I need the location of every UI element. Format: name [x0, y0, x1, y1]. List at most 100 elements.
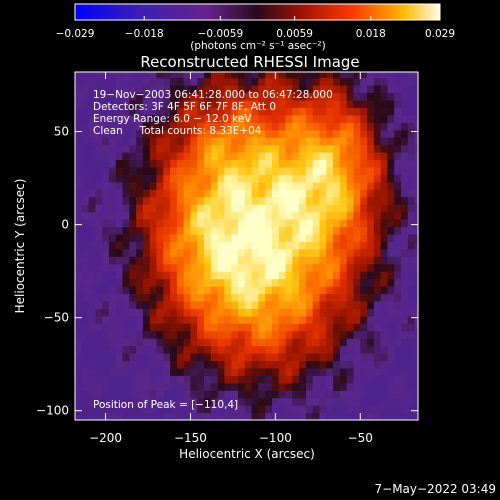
heatmap-cell	[75, 330, 83, 339]
heatmap-cell	[285, 263, 293, 272]
heatmap-cell	[271, 300, 280, 309]
heatmap-cell	[353, 397, 361, 406]
heatmap-cell	[414, 233, 418, 242]
heatmap-cell	[102, 137, 110, 146]
heatmap-cell	[278, 390, 287, 399]
heatmap-cell	[333, 189, 341, 198]
heatmap-cell	[333, 360, 341, 369]
heatmap-cell	[339, 137, 348, 146]
heatmap-cell	[339, 152, 348, 161]
heatmap-cell	[373, 137, 382, 146]
heatmap-cell	[190, 323, 198, 332]
heatmap-cell	[339, 226, 348, 235]
heatmap-cell	[183, 85, 192, 94]
heatmap-cell	[231, 144, 239, 153]
heatmap-cell	[339, 375, 348, 384]
heatmap-cell	[380, 174, 389, 183]
heatmap-cell	[285, 271, 293, 280]
heatmap-cell	[278, 211, 287, 220]
heatmap-cell	[265, 308, 273, 317]
heatmap-cell	[190, 353, 198, 362]
heatmap-cell	[265, 367, 273, 376]
heatmap-cell	[142, 330, 151, 339]
heatmap-cell	[305, 219, 314, 228]
heatmap-cell	[149, 241, 158, 250]
heatmap-cell	[244, 286, 253, 295]
heatmap-cell	[244, 256, 253, 265]
heatmap-cell	[326, 122, 334, 131]
heatmap-cell	[401, 233, 409, 242]
heatmap-cell	[292, 338, 300, 347]
heatmap-cell	[319, 122, 327, 131]
heatmap-cell	[102, 323, 110, 332]
heatmap-cell	[346, 256, 355, 265]
heatmap-cell	[115, 211, 124, 220]
heatmap-cell	[210, 412, 219, 420]
heatmap-cell	[204, 405, 212, 414]
heatmap-cell	[156, 181, 164, 190]
heatmap-cell	[95, 181, 103, 190]
heatmap-cell	[204, 129, 212, 138]
heatmap-cell	[319, 181, 327, 190]
heatmap-cell	[197, 412, 205, 420]
heatmap-cell	[129, 92, 137, 101]
heatmap-cell	[326, 189, 334, 198]
y-tick-label: 50	[54, 125, 69, 139]
heatmap-cell	[401, 397, 409, 406]
heatmap-cell	[244, 263, 253, 272]
heatmap-cell	[373, 219, 382, 228]
heatmap-cell	[224, 256, 232, 265]
heatmap-cell	[95, 323, 103, 332]
heatmap-cell	[360, 204, 368, 213]
heatmap-cell	[387, 196, 395, 205]
heatmap-cell	[299, 114, 307, 123]
heatmap-cell	[346, 293, 355, 302]
heatmap-cell	[108, 174, 117, 183]
heatmap-cell	[136, 196, 144, 205]
heatmap-cell	[108, 92, 117, 101]
heatmap-cell	[197, 219, 205, 228]
heatmap-cell	[224, 315, 232, 324]
heatmap-cell	[115, 248, 124, 257]
heatmap-cell	[122, 114, 130, 123]
heatmap-cell	[387, 293, 395, 302]
heatmap-cell	[333, 226, 341, 235]
heatmap-cell	[251, 233, 259, 242]
heatmap-cell	[407, 226, 416, 235]
heatmap-cell	[401, 72, 409, 79]
heatmap-cell	[204, 412, 212, 420]
heatmap-cell	[217, 233, 226, 242]
heatmap-cell	[156, 315, 164, 324]
heatmap-cell	[333, 353, 341, 362]
heatmap-cell	[88, 308, 96, 317]
heatmap-cell	[149, 72, 158, 79]
heatmap-cell	[319, 226, 327, 235]
heatmap-cell	[251, 338, 259, 347]
heatmap-cell	[217, 397, 226, 406]
heatmap-cell	[81, 382, 90, 391]
heatmap-cell	[142, 278, 151, 287]
heatmap-cell	[81, 92, 90, 101]
heatmap-cell	[156, 204, 164, 213]
heatmap-cell	[238, 405, 246, 414]
heatmap-cell	[197, 85, 205, 94]
heatmap-cell	[292, 248, 300, 257]
heatmap-cell	[122, 166, 130, 175]
heatmap-cell	[292, 189, 300, 198]
heatmap-cell	[231, 174, 239, 183]
heatmap-cell	[305, 122, 314, 131]
heatmap-cell	[183, 92, 192, 101]
heatmap-cell	[170, 159, 178, 168]
heatmap-cell	[271, 144, 280, 153]
heatmap-cell	[305, 85, 314, 94]
heatmap-cell	[265, 248, 273, 257]
heatmap-cell	[265, 338, 273, 347]
heatmap-cell	[414, 338, 418, 347]
heatmap-cell	[156, 144, 164, 153]
heatmap-cell	[299, 174, 307, 183]
heatmap-cell	[407, 412, 416, 420]
heatmap-cell	[367, 360, 375, 369]
heatmap-cell	[265, 144, 273, 153]
heatmap-cell	[108, 278, 117, 287]
heatmap-cell	[319, 129, 327, 138]
